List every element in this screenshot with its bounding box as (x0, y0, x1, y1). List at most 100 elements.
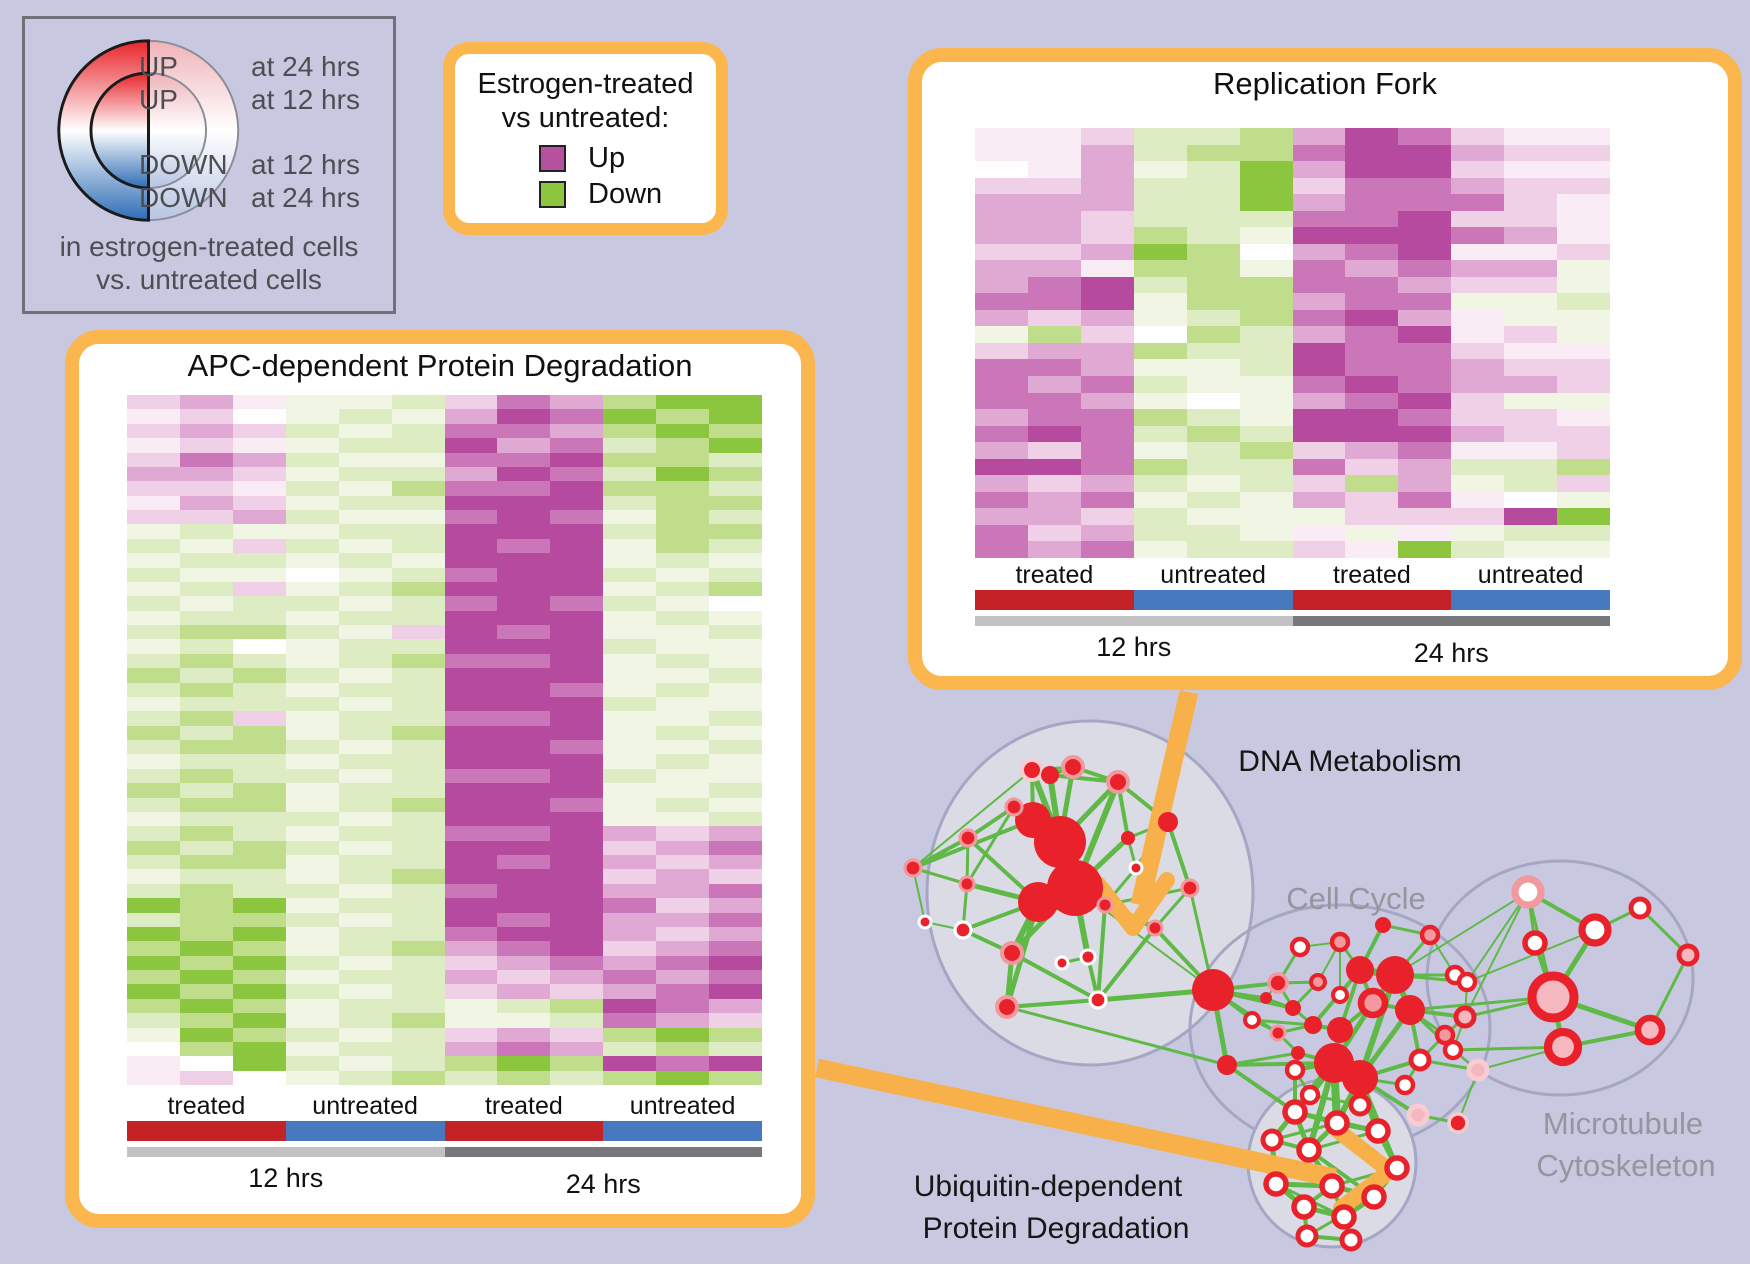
heatmap-cell (127, 682, 180, 697)
heatmap-cell (1451, 326, 1505, 343)
heatmap-cell (550, 955, 604, 970)
heatmap-cell (444, 811, 498, 827)
heatmap-cell (603, 711, 657, 726)
heatmap-cell (550, 898, 604, 913)
heatmap-cell (550, 668, 604, 683)
heatmap-cell (444, 553, 498, 568)
heatmap-row (127, 1056, 763, 1071)
heatmap-cell (1504, 210, 1558, 228)
heatmap-cell (709, 696, 763, 712)
heatmap-cell (391, 883, 445, 899)
heatmap-cell (127, 696, 180, 712)
heatmap-cell (338, 711, 392, 726)
heatmap-cell (444, 883, 498, 899)
heatmap-cell (709, 1070, 763, 1085)
updown-legend-title-line1: Estrogen-treated (477, 68, 694, 100)
heatmap-cell (497, 524, 551, 539)
heatmap-cell (550, 783, 604, 798)
heatmap-cell (603, 912, 657, 927)
heatmap-cell (391, 696, 445, 712)
ring-row-up12: UP at 12 hrs (139, 84, 360, 116)
network-edge (1005, 1005, 1229, 1067)
heatmap-cell (1345, 375, 1399, 393)
heatmap-cell (1557, 491, 1611, 509)
legend-item-up: Up (539, 142, 625, 175)
heatmap-cell (1292, 309, 1346, 327)
heatmap-cell (179, 696, 233, 712)
heatmap-row (127, 754, 763, 769)
heatmap-cell (1345, 260, 1399, 277)
heatmap-cell (179, 1070, 233, 1085)
heatmap-cell (338, 725, 392, 740)
heatmap-cell (1345, 326, 1399, 343)
heatmap-cell (391, 1027, 445, 1042)
heatmap-cell (444, 783, 498, 798)
heatmap-cell (338, 984, 392, 999)
heatmap-cell (391, 495, 445, 510)
heatmap-cell (1186, 326, 1240, 343)
heatmap-cell (603, 452, 657, 467)
heatmap-cell (1557, 144, 1611, 162)
heatmap-cell (1239, 508, 1293, 525)
heatmap-cell (391, 596, 445, 611)
heatmap-cell (1398, 375, 1452, 393)
heatmap-cell (709, 538, 763, 554)
heatmap-cell (1027, 326, 1081, 343)
heatmap-cell (709, 423, 763, 439)
network-node-ubi (1282, 1099, 1308, 1125)
heatmap-cell (1133, 194, 1187, 211)
network-node-ubi (1365, 1118, 1391, 1144)
heatmap-cell (550, 768, 604, 784)
heatmap-cell (338, 625, 392, 640)
network-node-cell (1285, 1000, 1301, 1016)
heatmap-row (127, 869, 763, 884)
network-node-cell (1376, 956, 1414, 994)
heatmap-cell (285, 898, 339, 913)
heatmap-cell (285, 524, 339, 539)
heatmap-cell (179, 1041, 233, 1057)
heatmap-cell (127, 1041, 180, 1057)
network-node-dna (1047, 860, 1103, 916)
heatmap-cell (656, 1056, 710, 1071)
heatmap-cell (497, 1013, 551, 1028)
heatmap-cell (179, 481, 233, 496)
heatmap-row (127, 423, 763, 439)
heatmap-cell (1239, 458, 1293, 476)
heatmap-cell (391, 682, 445, 697)
network-edge (1225, 1063, 1297, 1114)
heatmap-cell (285, 883, 339, 899)
heatmap-cell (179, 926, 233, 942)
heatmap-cell (391, 754, 445, 769)
heatmap-cell (1027, 524, 1081, 542)
heatmap-cell (391, 553, 445, 568)
heatmap-cell (391, 1056, 445, 1071)
heatmap-cell (1080, 177, 1134, 195)
heatmap-cell (497, 1027, 551, 1042)
heatmap-cell (1345, 161, 1399, 178)
network-edge (1466, 891, 1529, 983)
heatmap-cell (709, 1041, 763, 1057)
heatmap-cell (127, 883, 180, 899)
heatmap-cell (550, 567, 604, 582)
heatmap-cell (603, 495, 657, 510)
heatmap-cell (1345, 194, 1399, 211)
heatmap-cell (1504, 508, 1558, 525)
heatmap-cell (1345, 177, 1399, 195)
updown-legend-box: Estrogen-treated vs untreated: Up Down (443, 42, 728, 235)
heatmap-cell (1504, 425, 1558, 443)
heatmap-cell (603, 783, 657, 798)
heatmap-cell (1451, 524, 1505, 542)
heatmap-cell (232, 625, 286, 640)
heatmap-cell (444, 1013, 498, 1028)
heatmap-cell (975, 475, 1028, 492)
heatmap-cell (1451, 375, 1505, 393)
heatmap-cell (1080, 458, 1134, 476)
heatmap-cell (1027, 210, 1081, 228)
heatmap-cell (1292, 442, 1346, 459)
heatmap-cell (709, 452, 763, 467)
heatmap-cell (391, 481, 445, 496)
heatmap-cell (1345, 227, 1399, 244)
ring-row-up24: UP at 24 hrs (139, 51, 360, 83)
heatmap-cell (391, 639, 445, 654)
